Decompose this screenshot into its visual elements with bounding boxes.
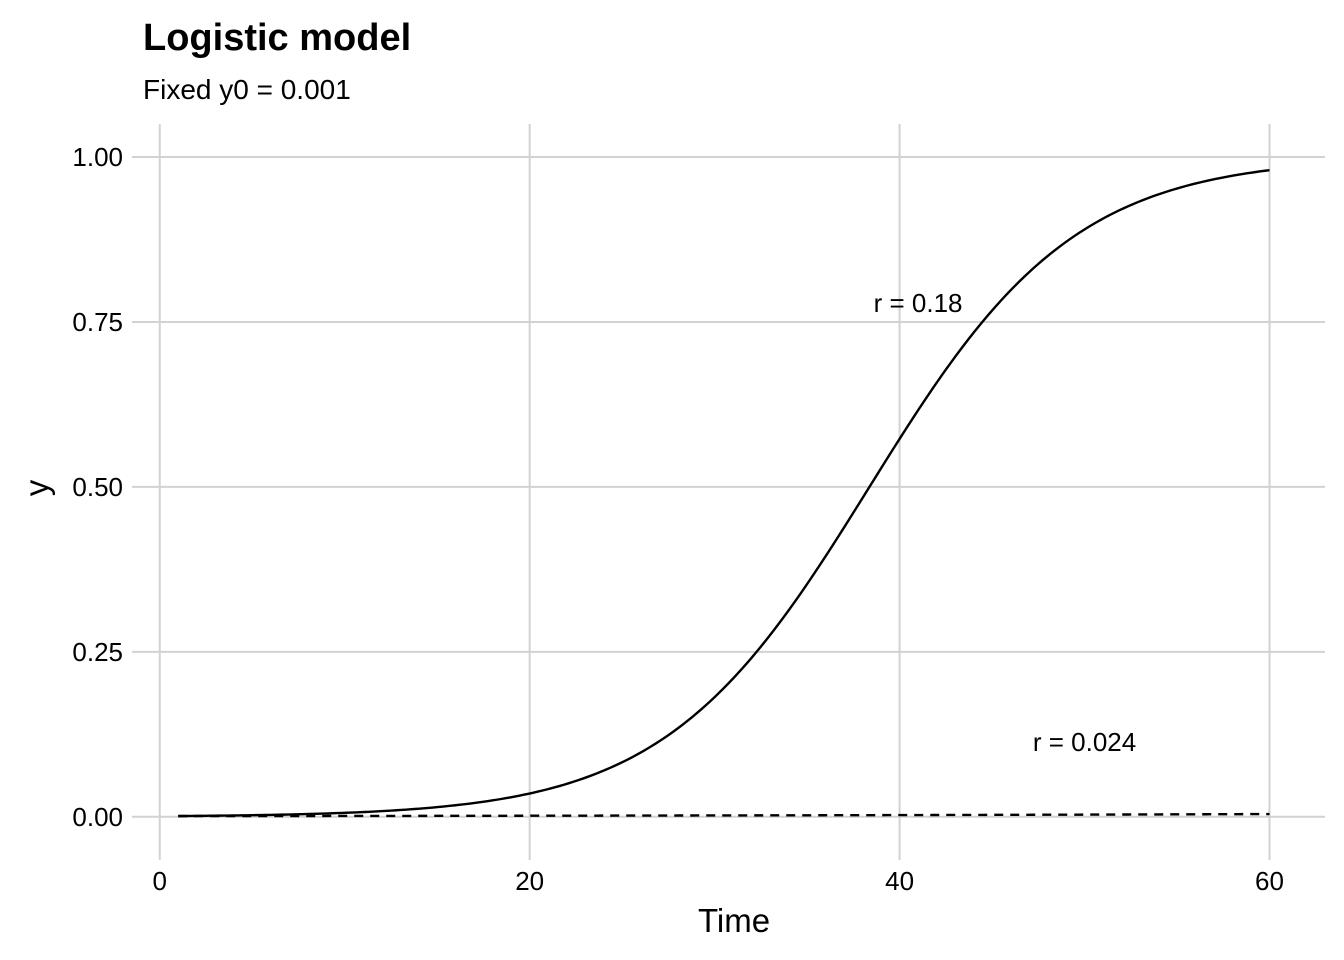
y-tick-label: 0.50 — [72, 472, 123, 502]
tick-labels: 0 20 40 60 0.00 0.25 0.50 0.75 1.00 — [72, 142, 1284, 896]
x-tick-label: 0 — [153, 866, 167, 896]
x-tick-label: 40 — [885, 866, 914, 896]
chart-title: Logistic model — [143, 17, 411, 59]
series-lines — [178, 168, 1270, 818]
y-tick-label: 0.00 — [72, 802, 123, 832]
series-line-r-0-18 — [178, 168, 1270, 818]
chart-subtitle: Fixed y0 = 0.001 — [143, 74, 351, 105]
series-line-r-0-024 — [178, 812, 1270, 818]
y-tick-label: 1.00 — [72, 142, 123, 172]
curve-annotation: r = 0.18 — [874, 288, 963, 318]
y-tick-label: 0.25 — [72, 637, 123, 667]
x-axis-label: Time — [698, 902, 770, 939]
x-tick-label: 20 — [515, 866, 544, 896]
curve-annotation: r = 0.024 — [1033, 727, 1136, 757]
x-tick-label: 60 — [1255, 866, 1284, 896]
gridlines — [132, 124, 1325, 860]
curve-annotations: r = 0.18 r = 0.024 — [874, 288, 1137, 757]
y-tick-label: 0.75 — [72, 307, 123, 337]
y-axis-label: y — [18, 479, 55, 496]
